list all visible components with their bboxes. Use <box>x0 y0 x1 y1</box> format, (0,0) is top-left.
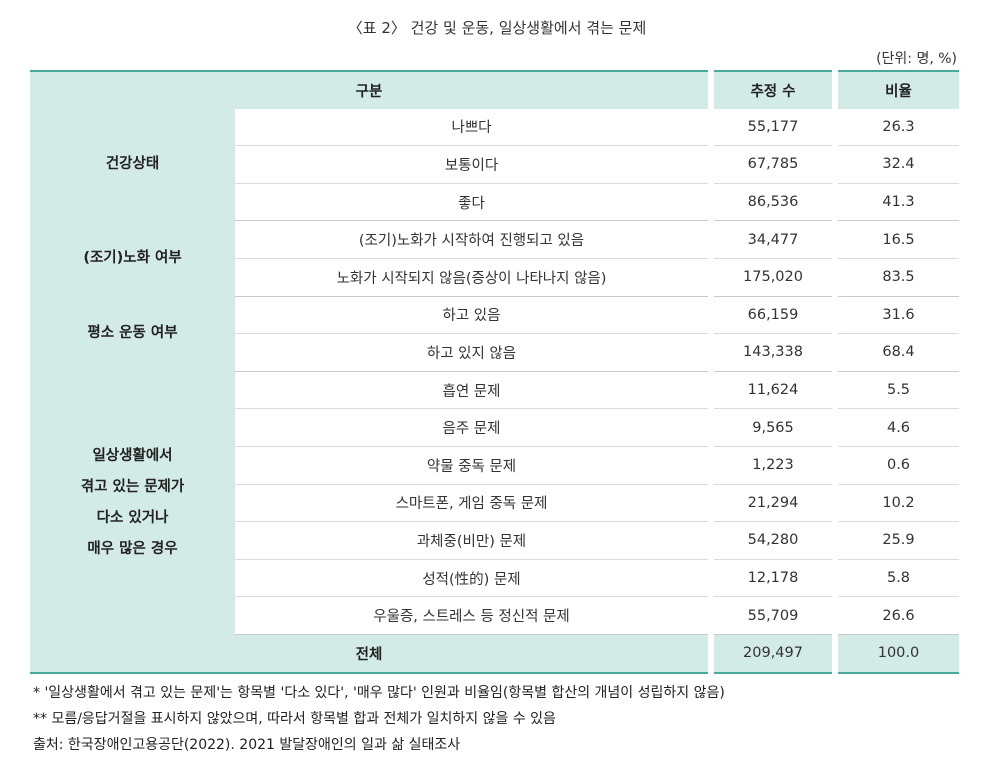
table-row: 음주 문제 9,565 4.6 <box>30 408 959 447</box>
row-count: 175,020 <box>708 258 835 297</box>
data-table: 구분 추정 수 비율 건강상태 나쁘다 55,177 26.3 보통이다 67,… <box>30 70 959 674</box>
row-item: 흡연 문제 <box>235 371 711 410</box>
source-note: 출처: 한국장애인고용공단(2022). 2021 발달장애인의 일과 삶 실태… <box>33 737 461 753</box>
total-row: 전체 209,497 100.0 <box>30 634 959 674</box>
table-row: 보통이다 67,785 32.4 <box>30 145 959 184</box>
table-title: 〈표 2〉 건강 및 운동, 일상생활에서 겪는 문제 <box>347 19 647 37</box>
row-ratio: 31.6 <box>832 296 959 335</box>
total-label: 전체 <box>30 634 711 674</box>
table-row: 좋다 86,536 41.3 <box>30 183 959 222</box>
row-ratio: 16.5 <box>832 220 959 259</box>
row-count: 55,177 <box>708 108 835 147</box>
category-line: 일상생활에서 <box>92 447 173 464</box>
row-item: 음주 문제 <box>235 408 711 447</box>
table-row: 성적(性的) 문제 12,178 5.8 <box>30 559 959 598</box>
header-row: 구분 추정 수 비율 <box>30 70 959 109</box>
row-count: 11,624 <box>708 371 835 410</box>
row-item: 약물 중독 문제 <box>235 446 711 485</box>
row-item: 하고 있음 <box>235 296 711 335</box>
row-item: 과체중(비만) 문제 <box>235 521 711 560</box>
row-item: 우울증, 스트레스 등 정신적 문제 <box>235 596 711 635</box>
row-item: 보통이다 <box>235 145 711 184</box>
row-ratio: 4.6 <box>832 408 959 447</box>
table-row: 하고 있지 않음 143,338 68.4 <box>30 333 959 372</box>
row-item: 하고 있지 않음 <box>235 333 711 372</box>
table-row: 과체중(비만) 문제 54,280 25.9 <box>30 521 959 560</box>
table-row: 일상생활에서 겪고 있는 문제가 다소 있거나 매우 많은 경우 흡연 문제 1… <box>30 371 959 635</box>
row-ratio: 10.2 <box>832 484 959 523</box>
row-ratio: 0.6 <box>832 446 959 485</box>
row-count: 1,223 <box>708 446 835 485</box>
category-line: 매우 많은 경우 <box>87 540 178 557</box>
row-count: 86,536 <box>708 183 835 222</box>
table-row: 약물 중독 문제 1,223 0.6 <box>30 446 959 485</box>
category-daily-problems: 일상생활에서 겪고 있는 문제가 다소 있거나 매우 많은 경우 <box>30 371 235 635</box>
row-count: 55,709 <box>708 596 835 635</box>
category-line: 다소 있거나 <box>96 509 169 526</box>
row-ratio: 5.8 <box>832 559 959 598</box>
total-count: 209,497 <box>708 634 835 674</box>
category-line: 겪고 있는 문제가 <box>80 478 185 495</box>
row-ratio: 5.5 <box>832 371 959 410</box>
footnote-1: * '일상생활에서 겪고 있는 문제'는 항목별 '다소 있다', '매우 많다… <box>33 685 725 701</box>
row-item: 좋다 <box>235 183 711 222</box>
header-ratio: 비율 <box>832 70 959 109</box>
footnotes: * '일상생활에서 겪고 있는 문제'는 항목별 '다소 있다', '매우 많다… <box>33 680 725 758</box>
row-ratio: 83.5 <box>832 258 959 297</box>
row-ratio: 25.9 <box>832 521 959 560</box>
total-ratio: 100.0 <box>832 634 959 674</box>
row-ratio: 68.4 <box>832 333 959 372</box>
table-row: 평소 운동 여부 하고 있음 66,159 31.6 <box>30 296 959 372</box>
row-count: 54,280 <box>708 521 835 560</box>
row-item: 나쁘다 <box>235 108 711 147</box>
unit-label: (단위: 명, %) <box>876 51 957 67</box>
row-item: 스마트폰, 게임 중독 문제 <box>235 484 711 523</box>
row-count: 143,338 <box>708 333 835 372</box>
table-row: 노화가 시작되지 않음(증상이 나타나지 않음) 175,020 83.5 <box>30 258 959 297</box>
category-health: 건강상태 <box>30 108 235 221</box>
table-row: 우울증, 스트레스 등 정신적 문제 55,709 26.6 <box>30 596 959 635</box>
row-count: 21,294 <box>708 484 835 523</box>
row-ratio: 32.4 <box>832 145 959 184</box>
table-row: 건강상태 나쁘다 55,177 26.3 <box>30 108 959 221</box>
table-row: (조기)노화 여부 (조기)노화가 시작하여 진행되고 있음 34,477 16… <box>30 220 959 297</box>
row-count: 34,477 <box>708 220 835 259</box>
row-count: 67,785 <box>708 145 835 184</box>
footnote-2: ** 모름/응답거절을 표시하지 않았으며, 따라서 항목별 합과 전체가 일치… <box>33 711 556 727</box>
row-count: 12,178 <box>708 559 835 598</box>
category-exercise: 평소 운동 여부 <box>30 296 235 372</box>
row-count: 9,565 <box>708 408 835 447</box>
row-ratio: 41.3 <box>832 183 959 222</box>
row-ratio: 26.3 <box>832 108 959 147</box>
header-count: 추정 수 <box>708 70 835 109</box>
row-item: 성적(性的) 문제 <box>235 559 711 598</box>
row-ratio: 26.6 <box>832 596 959 635</box>
row-item: (조기)노화가 시작하여 진행되고 있음 <box>235 220 711 259</box>
row-count: 66,159 <box>708 296 835 335</box>
table-row: 스마트폰, 게임 중독 문제 21,294 10.2 <box>30 484 959 523</box>
row-item: 노화가 시작되지 않음(증상이 나타나지 않음) <box>235 258 711 297</box>
header-category: 구분 <box>30 70 711 109</box>
category-aging: (조기)노화 여부 <box>30 220 235 297</box>
